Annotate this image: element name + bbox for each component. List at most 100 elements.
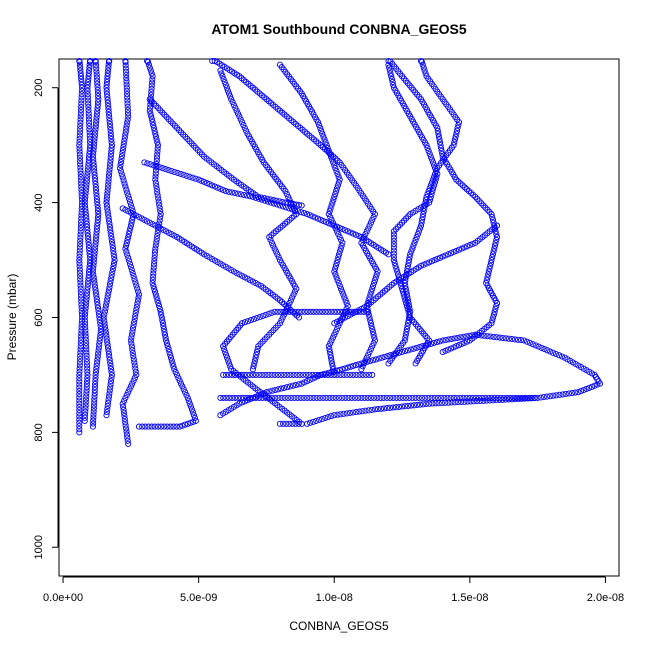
data-point — [428, 156, 435, 163]
data-point — [84, 169, 91, 176]
data-point — [400, 291, 407, 298]
data-point — [81, 196, 89, 203]
data-point — [78, 94, 85, 101]
data-point — [450, 394, 457, 401]
data-point — [408, 402, 415, 409]
data-point — [390, 228, 397, 235]
data-point — [81, 202, 89, 209]
data-point — [276, 61, 284, 68]
data-point — [364, 300, 371, 307]
data-point — [288, 394, 295, 401]
data-point — [106, 284, 113, 291]
data-point — [76, 368, 83, 375]
data-point — [94, 217, 101, 224]
data-point — [84, 287, 91, 294]
data-point — [105, 175, 112, 182]
x-axis-label: CONBNA_GEOS5 — [289, 619, 389, 633]
data-point — [107, 278, 114, 285]
data-point — [339, 366, 346, 373]
data-point — [129, 216, 136, 223]
data-point — [386, 404, 394, 411]
data-point — [569, 390, 576, 397]
data-point — [154, 192, 161, 199]
data-point — [103, 193, 111, 200]
data-point — [333, 185, 341, 192]
data-point — [442, 336, 449, 344]
data-point — [358, 239, 365, 246]
data-point — [482, 394, 489, 401]
data-point — [93, 365, 100, 372]
data-point — [296, 371, 303, 378]
data-point — [519, 394, 526, 401]
data-point — [290, 291, 297, 298]
data-point — [464, 338, 471, 345]
data-point — [176, 377, 183, 384]
data-point — [156, 201, 163, 208]
data-point — [84, 91, 91, 98]
data-point — [131, 374, 138, 381]
data-point — [330, 366, 337, 373]
data-point — [253, 394, 260, 401]
data-point — [76, 362, 83, 369]
data-point — [390, 250, 397, 257]
data-point — [372, 356, 379, 363]
data-point — [93, 111, 100, 118]
data-point — [331, 222, 338, 229]
data-point — [93, 229, 100, 236]
data-point — [293, 371, 300, 378]
data-point — [95, 307, 102, 314]
data-point — [83, 381, 90, 388]
data-point — [332, 328, 339, 335]
data-point — [222, 81, 229, 88]
data-point — [453, 127, 461, 134]
data-point — [148, 91, 155, 99]
data-point — [124, 119, 131, 126]
data-point — [120, 140, 127, 147]
data-point — [105, 67, 112, 74]
data-point — [83, 349, 90, 356]
data-point — [92, 57, 99, 65]
data-point — [169, 360, 176, 367]
data-point — [185, 397, 192, 404]
data-point — [180, 386, 187, 393]
data-point — [124, 189, 131, 196]
data-point — [108, 139, 115, 146]
data-point — [310, 308, 317, 315]
data-point — [538, 344, 545, 351]
data-point — [278, 371, 285, 378]
data-point — [91, 393, 98, 400]
data-point — [77, 288, 84, 296]
data-point — [256, 394, 263, 401]
data-point — [89, 268, 96, 275]
data-point — [148, 88, 155, 95]
data-point — [149, 119, 156, 126]
data-point — [319, 130, 326, 137]
data-point — [249, 394, 256, 401]
data-point — [300, 394, 307, 401]
data-point — [77, 234, 84, 241]
data-point — [452, 133, 459, 140]
data-point — [124, 116, 131, 123]
data-point — [222, 348, 229, 356]
data-point — [272, 386, 279, 394]
data-point — [508, 335, 515, 343]
data-point — [455, 246, 463, 253]
data-point — [170, 423, 177, 430]
data-point — [322, 308, 329, 315]
data-point — [83, 175, 91, 182]
data-point — [349, 409, 357, 416]
data-point — [96, 313, 103, 320]
data-point — [83, 214, 90, 221]
data-point — [414, 401, 421, 408]
data-point — [82, 208, 89, 215]
data-point — [326, 346, 333, 353]
data-point — [329, 334, 336, 341]
data-point — [367, 219, 374, 226]
data-point — [406, 311, 413, 318]
data-point — [93, 114, 100, 121]
data-point — [95, 211, 102, 218]
data-point — [77, 225, 84, 232]
data-point — [93, 362, 100, 369]
data-point — [252, 371, 260, 378]
data-point — [331, 371, 338, 378]
